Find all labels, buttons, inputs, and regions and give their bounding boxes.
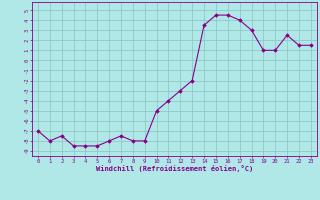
X-axis label: Windchill (Refroidissement éolien,°C): Windchill (Refroidissement éolien,°C) [96,165,253,172]
